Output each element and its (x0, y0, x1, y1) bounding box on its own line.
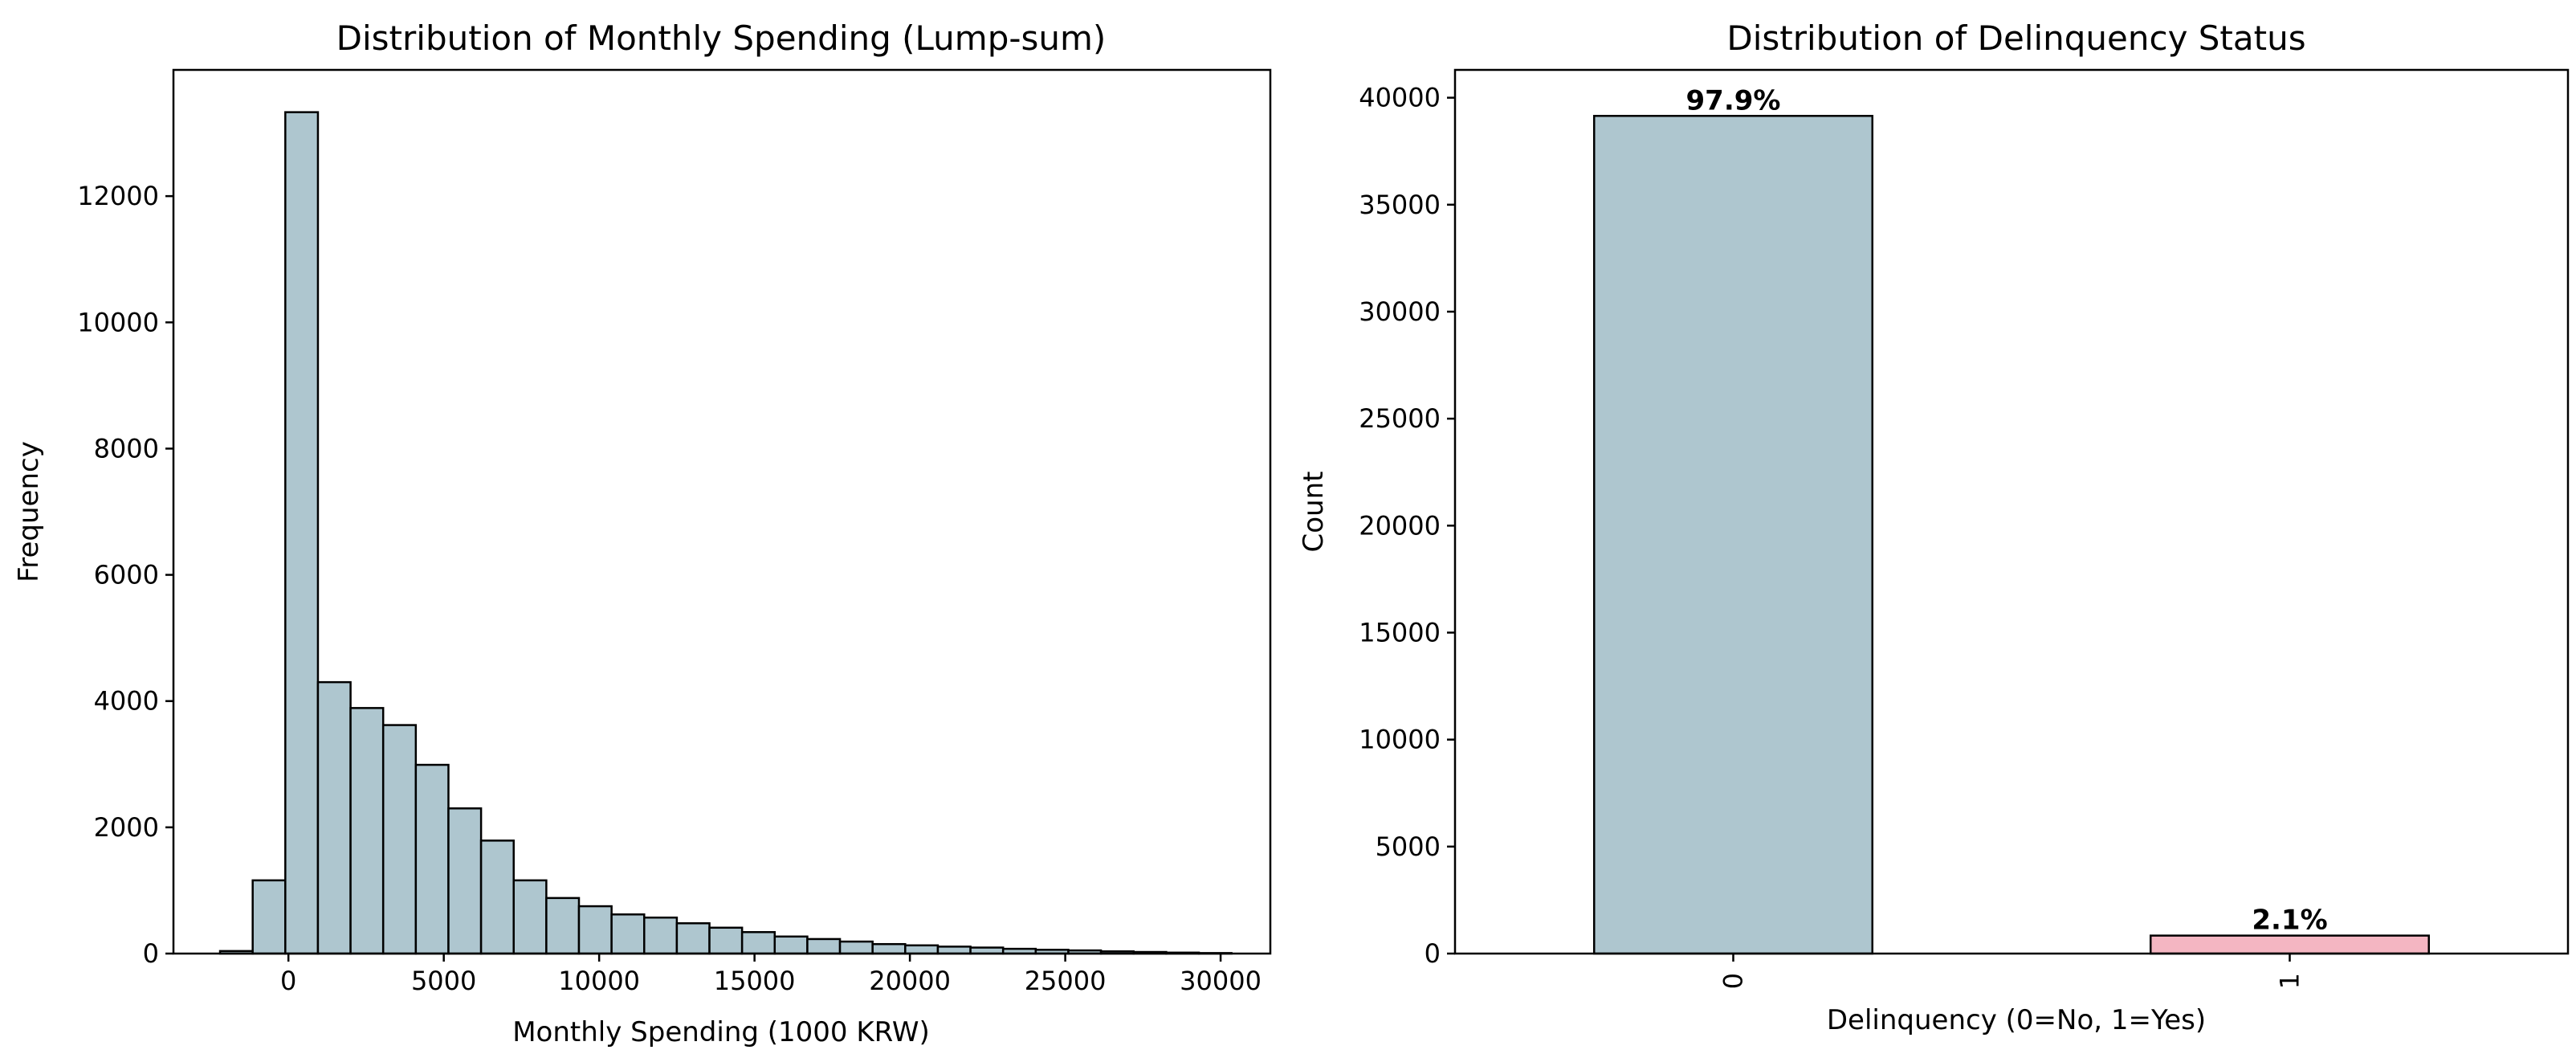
y-tick-label: 10000 (77, 307, 159, 337)
y-tick-label: 20000 (1359, 510, 1441, 541)
histogram-bar (773, 935, 809, 955)
y-tick-label: 0 (1425, 938, 1441, 969)
histogram-bar (610, 913, 646, 955)
x-tick-label: 25000 (1025, 966, 1107, 996)
x-tick-label: 0 (280, 966, 296, 996)
y-tick-label: 0 (143, 938, 159, 969)
chart1-title: Distribution of Monthly Spending (Lump-s… (336, 18, 1107, 58)
chart1-x-axis-label: Monthly Spending (1000 KRW) (512, 1016, 930, 1048)
y-tick-label: 4000 (94, 686, 159, 717)
histogram-bar (381, 724, 418, 955)
x-tick-label: 15000 (714, 966, 796, 996)
delinquency-bars (1593, 115, 2430, 955)
y-tick-label: 12000 (77, 181, 159, 211)
x-tick-label: 10000 (558, 966, 640, 996)
chart2-x-axis-label: Delinquency (0=No, 1=Yes) (1827, 1004, 2206, 1036)
bar-data-label: 97.9% (1686, 84, 1781, 116)
histogram-bar (675, 922, 711, 955)
chart1-y-ticks: 0 2000 4000 6000 8000 10000 12000 (77, 181, 173, 969)
histogram-bar (414, 763, 450, 955)
x-tick-label: 20000 (869, 966, 951, 996)
histogram-bar (806, 937, 842, 955)
histogram-bar (936, 946, 972, 955)
histogram-bar (740, 931, 776, 955)
x-tick-label: 1 (2275, 973, 2305, 989)
bar-0 (1593, 115, 1873, 955)
histogram-bar (871, 942, 907, 955)
histogram-bar (251, 879, 287, 955)
x-tick-label: 0 (1718, 973, 1749, 989)
chart1-plot-frame (172, 68, 1272, 955)
y-tick-label: 5000 (1376, 831, 1441, 862)
histogram-bar (512, 879, 548, 955)
histogram-chart: Distribution of Monthly Spending (Lump-s… (13, 18, 1272, 1048)
y-tick-label: 35000 (1359, 190, 1441, 220)
histogram-bar (316, 680, 352, 955)
y-tick-label: 8000 (94, 433, 159, 464)
histogram-bar (838, 940, 874, 955)
histogram-bar (577, 905, 613, 955)
y-tick-label: 40000 (1359, 83, 1441, 113)
chart1-y-axis-label: Frequency (13, 441, 45, 582)
y-tick-label: 2000 (94, 812, 159, 843)
chart2-data-labels: 97.9% 2.1% (1686, 84, 2328, 936)
y-tick-label: 10000 (1359, 725, 1441, 755)
histogram-bars (218, 111, 1233, 955)
bar-1 (2150, 934, 2430, 955)
chart2-title: Distribution of Delinquency Status (1726, 18, 2305, 58)
chart2-y-ticks: 0 5000 10000 15000 20000 25000 30000 35000 40000 (1359, 83, 1455, 969)
histogram-bar (708, 926, 744, 955)
x-tick-label: 30000 (1180, 966, 1262, 996)
histogram-bar (904, 944, 940, 955)
chart2-plot-frame (1453, 68, 2570, 955)
histogram-bar (545, 897, 581, 955)
y-tick-label: 15000 (1359, 617, 1441, 647)
x-tick-label: 5000 (411, 966, 476, 996)
histogram-bar (643, 916, 679, 955)
histogram-bar (349, 707, 385, 955)
histogram-bar (447, 807, 483, 955)
y-tick-label: 25000 (1359, 403, 1441, 434)
chart2-y-axis-label: Count (1298, 472, 1330, 553)
histogram-bar (479, 839, 515, 955)
bar-data-label: 2.1% (2252, 905, 2327, 937)
y-tick-label: 6000 (94, 560, 159, 590)
histogram-bar (284, 111, 320, 955)
chart1-x-ticks: 0 5000 10000 15000 20000 25000 30000 (280, 954, 1262, 996)
y-tick-label: 30000 (1359, 296, 1441, 327)
